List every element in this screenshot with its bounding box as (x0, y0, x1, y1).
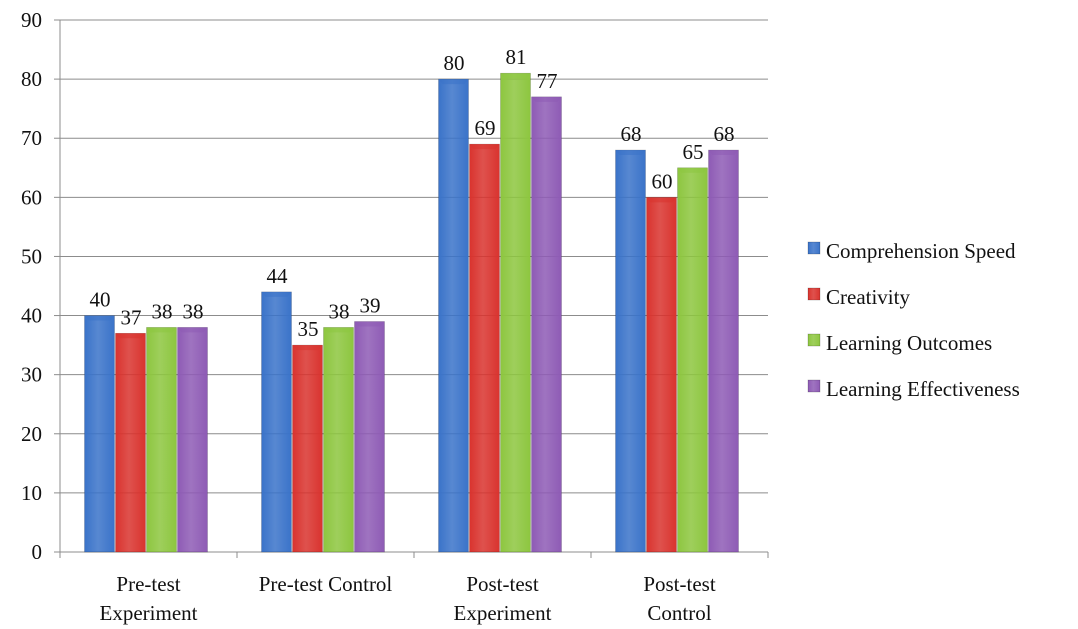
x-category-label: Pre-test (116, 572, 180, 596)
bar (323, 327, 354, 553)
legend-swatch (807, 333, 821, 347)
legend: Comprehension Speed Creativity Learning Ou… (807, 239, 1020, 401)
y-tick-label: 60 (21, 185, 42, 209)
data-label: 38 (329, 299, 350, 323)
legend-swatch (807, 241, 821, 255)
data-label: 60 (652, 169, 673, 193)
x-category-label: Post-test (643, 572, 716, 596)
data-label: 68 (621, 122, 642, 146)
bar-top-cap (677, 167, 708, 173)
bar (469, 143, 500, 553)
bar-top-cap (261, 291, 292, 297)
bar-top-cap (615, 150, 646, 156)
bar (146, 327, 177, 553)
x-axis-categories: Pre-test Experiment Pre-test Control Post-t… (59, 552, 769, 625)
bar-top-cap (354, 321, 385, 327)
y-tick-label: 20 (21, 422, 42, 446)
x-category-label: Control (647, 601, 711, 625)
x-category-label: Experiment (454, 601, 552, 625)
bar (292, 344, 323, 553)
legend-swatch (807, 287, 821, 301)
bar-top-cap (708, 150, 739, 156)
bar (177, 327, 208, 553)
bar-top-cap (438, 79, 469, 85)
bar-top-cap (84, 315, 115, 321)
data-label: 81 (506, 45, 527, 69)
data-label: 80 (444, 51, 465, 75)
bar (354, 321, 385, 553)
y-tick-label: 10 (21, 481, 42, 505)
data-label: 40 (90, 288, 111, 312)
x-category-label: Experiment (100, 601, 198, 625)
data-label: 37 (121, 305, 142, 329)
data-label: 38 (152, 299, 173, 323)
bar (261, 291, 292, 553)
legend-label: Comprehension Speed (826, 239, 1016, 263)
bar (646, 197, 677, 553)
bar (84, 315, 115, 553)
data-label: 68 (714, 122, 735, 146)
bar-top-cap (500, 73, 531, 79)
bar-top-cap (469, 144, 500, 150)
bar-top-cap (292, 345, 323, 351)
bar-top-cap (177, 327, 208, 333)
y-tick-label: 70 (21, 126, 42, 150)
bar (115, 332, 146, 553)
y-tick-label: 30 (21, 363, 42, 387)
data-label: 38 (183, 299, 204, 323)
y-tick-label: 90 (21, 8, 42, 32)
bars (84, 72, 739, 553)
bar-top-cap (646, 197, 677, 203)
legend-label: Creativity (826, 285, 910, 309)
x-category-label: Pre-test Control (259, 572, 393, 596)
data-labels: 40 37 38 38 44 35 38 39 80 69 81 77 68 60 65 68 (90, 45, 735, 341)
bar (438, 78, 469, 553)
bar (708, 149, 739, 553)
legend-label: Learning Outcomes (826, 331, 992, 355)
bar (500, 72, 531, 553)
y-axis-ticks: 0 10 20 30 40 50 60 70 80 90 (21, 8, 60, 564)
y-tick-label: 40 (21, 304, 42, 328)
bar (615, 149, 646, 553)
bar-top-cap (323, 327, 354, 333)
legend-swatch (807, 379, 821, 393)
bar-top-cap (146, 327, 177, 333)
bar (677, 167, 708, 553)
bar (531, 96, 562, 553)
data-label: 69 (475, 116, 496, 140)
data-label: 77 (537, 69, 558, 93)
bar-top-cap (531, 96, 562, 102)
data-label: 44 (267, 264, 289, 288)
data-label: 35 (298, 317, 319, 341)
y-tick-label: 50 (21, 244, 42, 268)
bar-top-cap (115, 333, 146, 339)
x-category-label: Post-test (466, 572, 539, 596)
y-tick-label: 80 (21, 67, 42, 91)
legend-label: Learning Effectiveness (826, 377, 1020, 401)
data-label: 39 (360, 293, 381, 317)
data-label: 65 (683, 140, 704, 164)
y-tick-label: 0 (32, 540, 43, 564)
